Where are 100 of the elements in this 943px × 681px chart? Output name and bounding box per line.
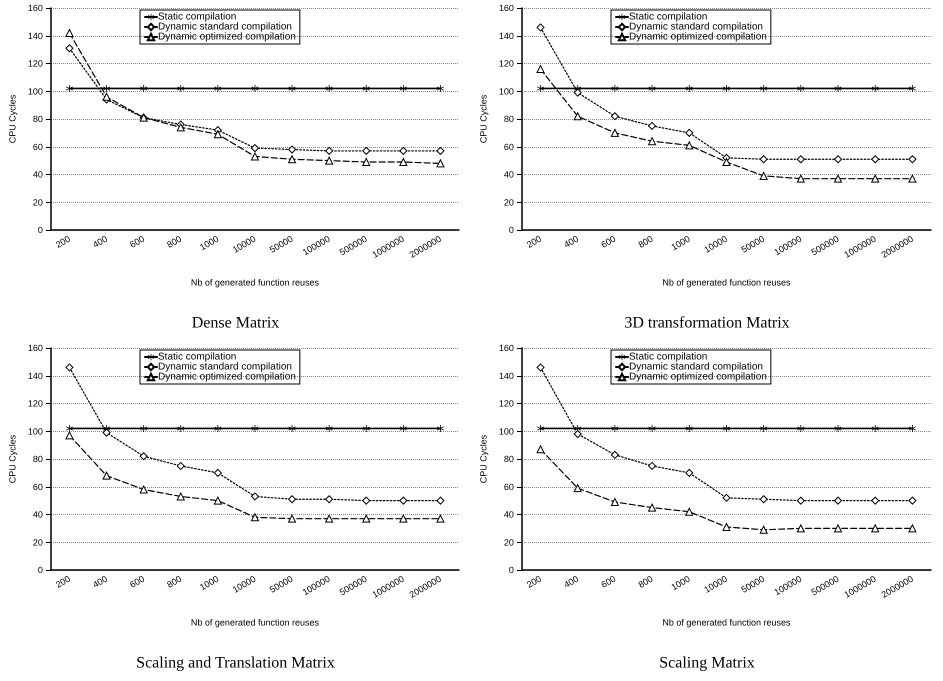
y-tick-label: 140 (498, 370, 514, 381)
point (436, 514, 444, 523)
point (648, 84, 656, 92)
point (362, 158, 370, 166)
point (610, 128, 619, 137)
point (685, 128, 694, 137)
point (611, 424, 618, 432)
point (536, 363, 545, 372)
point (362, 496, 370, 505)
legend-label: Dynamic standard compilation (158, 22, 292, 32)
point (325, 156, 334, 165)
legend-label: Static compilation (158, 12, 236, 22)
point (176, 462, 185, 470)
point (65, 431, 74, 440)
point (796, 496, 805, 505)
point (610, 450, 619, 459)
y-tick-label: 120 (498, 58, 514, 68)
point (648, 504, 656, 512)
legend-label: Dynamic standard compilation (158, 362, 292, 372)
point (722, 84, 730, 92)
point (362, 146, 370, 155)
point (436, 84, 444, 92)
y-tick-label: 140 (28, 30, 43, 41)
point (908, 174, 916, 183)
y-tick-label: 160 (28, 3, 43, 13)
point (288, 155, 296, 164)
point (399, 158, 408, 166)
point (102, 472, 111, 480)
point (685, 468, 694, 477)
point (648, 122, 656, 130)
y-tick-label: 0 (38, 565, 43, 575)
point (834, 174, 842, 183)
x-tick-label: 800 (165, 234, 184, 250)
point (66, 84, 73, 92)
x-tick-label: 400 (562, 234, 580, 250)
legend-label: Dynamic optimized compilation (629, 372, 767, 382)
point (536, 23, 545, 32)
x-tick-label: 800 (165, 574, 184, 590)
point (610, 112, 619, 120)
point (796, 174, 805, 183)
x-tick-label: 600 (128, 234, 146, 250)
y-tick-label: 20 (32, 197, 43, 208)
point (436, 496, 444, 505)
x-tick-label: 600 (128, 574, 146, 590)
legend-label: Static compilation (629, 12, 708, 22)
point (250, 492, 259, 500)
y-tick-label: 160 (498, 343, 514, 353)
point (288, 424, 296, 432)
point (288, 146, 296, 154)
x-tick-label: 400 (91, 574, 110, 590)
point (648, 424, 656, 432)
point (908, 524, 916, 532)
point (251, 84, 258, 92)
point (66, 424, 73, 432)
point (685, 141, 694, 150)
y-tick-label: 120 (498, 398, 514, 408)
point (871, 155, 880, 164)
point (399, 496, 408, 505)
y-tick-label: 160 (28, 343, 43, 353)
point (760, 155, 768, 164)
x-axis-title: Nb of generated function reuses (662, 278, 791, 288)
point (834, 155, 842, 164)
text: 3D transformation Matrix (624, 314, 790, 332)
y-tick-label: 40 (32, 510, 43, 520)
y-tick-label: 40 (32, 170, 43, 180)
point (648, 137, 656, 146)
legend-label: Dynamic standard compilation (629, 362, 763, 372)
point (611, 84, 618, 92)
x-tick-label: 200 (54, 574, 72, 590)
point (536, 445, 545, 454)
point (436, 424, 444, 432)
point (722, 158, 730, 166)
point (760, 84, 768, 92)
point (288, 514, 296, 523)
point (871, 524, 880, 532)
y-tick-label: 140 (28, 370, 43, 381)
point (140, 486, 148, 494)
y-tick-label: 80 (32, 114, 43, 124)
x-tick-label: 800 (636, 234, 655, 250)
y-tick-label: 100 (28, 86, 43, 96)
point (214, 84, 222, 92)
point (834, 84, 842, 92)
x-tick-label: 200 (54, 234, 72, 250)
y-tick-label: 120 (28, 58, 43, 68)
point (214, 130, 222, 138)
x-axis-title: Nb of generated function reuses (190, 618, 320, 628)
point (908, 424, 916, 432)
point (834, 496, 842, 505)
x-tick-label: 1000 (198, 234, 220, 252)
x-axis-title: Nb of generated function reuses (190, 278, 320, 288)
point (610, 498, 619, 506)
point (250, 513, 259, 522)
y-tick-label: 40 (504, 510, 514, 520)
x-axis-title: Nb of generated function reuses (662, 618, 791, 628)
legend-label: Dynamic standard compilation (629, 22, 763, 32)
y-tick-label: 140 (498, 30, 514, 41)
y-tick-label: 60 (504, 142, 514, 152)
y-axis-title: CPU Cycles (8, 94, 18, 144)
point (648, 462, 656, 470)
y-tick-label: 20 (504, 537, 514, 548)
